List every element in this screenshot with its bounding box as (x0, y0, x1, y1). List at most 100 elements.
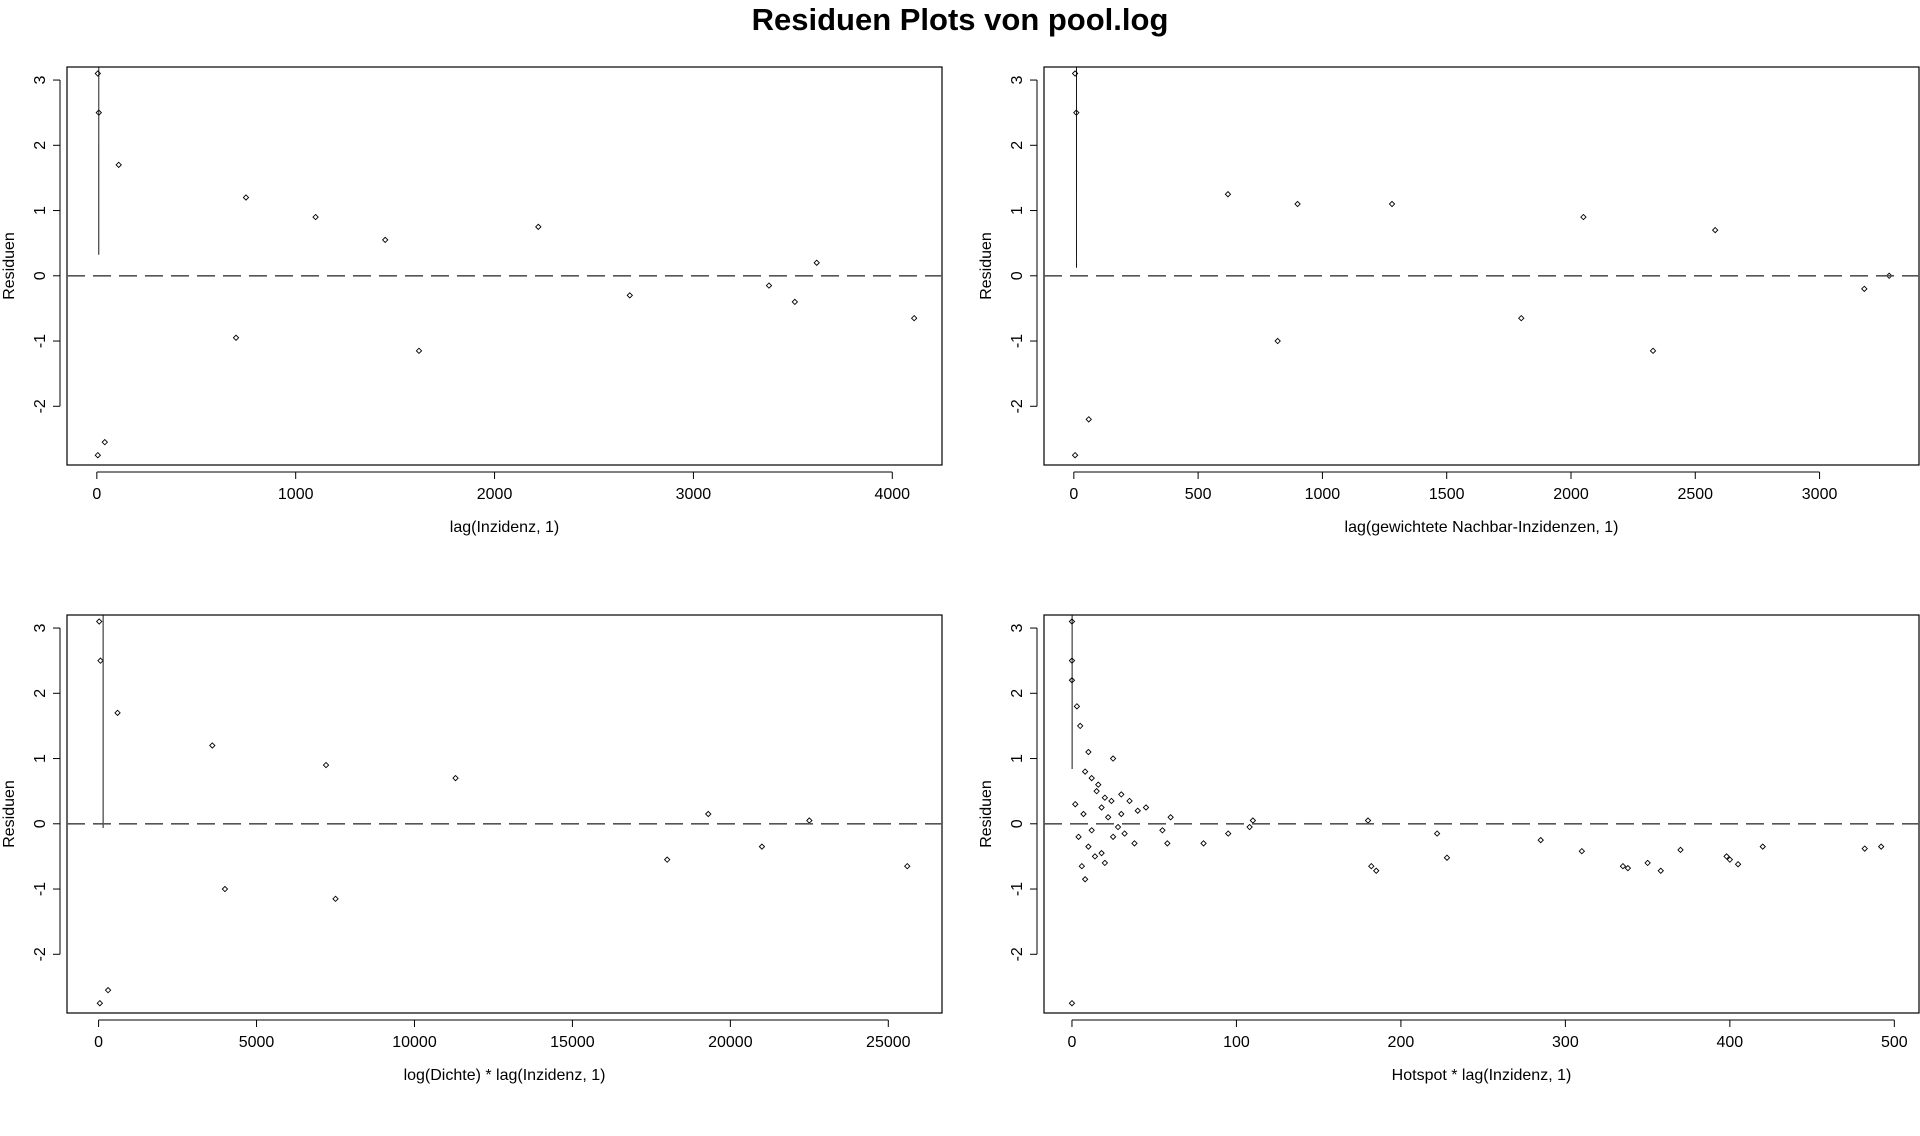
y-tick-label: 3 (1009, 76, 1026, 85)
y-axis: -2 -1 0 1 2 3 (1009, 76, 1037, 414)
data-points (97, 589, 910, 1006)
data-point (706, 811, 711, 816)
data-point (1678, 847, 1683, 852)
data-point (1879, 844, 1884, 849)
data-point (1713, 228, 1718, 233)
data-point (1092, 854, 1097, 859)
x-tick-label: 400 (1717, 1034, 1744, 1051)
y-tick-label: -1 (1009, 882, 1026, 896)
y-tick-label: 2 (32, 141, 49, 150)
data-point (416, 348, 421, 353)
data-point (95, 453, 100, 458)
y-tick-label: 2 (1009, 141, 1026, 150)
data-point (1160, 828, 1165, 833)
data-point (1096, 782, 1101, 787)
data-point (243, 195, 248, 200)
data-point (1862, 846, 1867, 851)
x-axis-label: log(Dichte) * lag(Inzidenz, 1) (404, 1067, 606, 1084)
x-tick-label: 300 (1552, 1034, 1579, 1051)
y-tick-label: -2 (32, 399, 49, 413)
data-point (1735, 862, 1740, 867)
y-axis-label: Residuen (978, 232, 995, 300)
data-point (1086, 844, 1091, 849)
data-point (1625, 866, 1630, 871)
x-tick-label: 1500 (1429, 486, 1465, 503)
data-point (333, 896, 338, 901)
data-point (536, 224, 541, 229)
y-tick-label: -2 (32, 947, 49, 961)
data-point (1250, 818, 1255, 823)
data-point (1086, 749, 1091, 754)
data-point (453, 776, 458, 781)
y-axis-label: Residuen (978, 780, 995, 848)
data-point (1089, 776, 1094, 781)
data-points (1069, 589, 1883, 1006)
x-tick-label: 100 (1223, 1034, 1250, 1051)
y-tick-label: 0 (1009, 271, 1026, 280)
data-point (1109, 798, 1114, 803)
x-tick-label: 20000 (708, 1034, 753, 1051)
data-point (1083, 877, 1088, 882)
y-tick-label: 1 (1009, 206, 1026, 215)
data-point (323, 762, 328, 767)
data-point (1434, 831, 1439, 836)
data-point (1579, 849, 1584, 854)
x-tick-label: 1000 (1305, 486, 1341, 503)
data-point (1081, 811, 1086, 816)
x-axis-label: Hotspot * lag(Inzidenz, 1) (1392, 1067, 1572, 1084)
data-point (97, 619, 102, 624)
data-point (1620, 864, 1625, 869)
y-tick-label: 3 (1009, 624, 1026, 633)
x-axis-label: lag(gewichtete Nachbar-Inzidenzen, 1) (1345, 519, 1619, 536)
y-tick-label: 0 (32, 271, 49, 280)
y-tick-label: -2 (1009, 947, 1026, 961)
data-point (1581, 214, 1586, 219)
data-point (1645, 860, 1650, 865)
y-tick-label: 1 (32, 206, 49, 215)
data-point (1247, 824, 1252, 829)
y-tick-label: -2 (1009, 399, 1026, 413)
data-point (1538, 837, 1543, 842)
y-tick-label: -1 (1009, 334, 1026, 348)
data-point (1650, 348, 1655, 353)
data-point (1102, 795, 1107, 800)
data-point (1444, 855, 1449, 860)
data-point (814, 260, 819, 265)
data-point (1658, 868, 1663, 873)
x-tick-label: 15000 (550, 1034, 595, 1051)
data-point (627, 293, 632, 298)
data-point (1110, 834, 1115, 839)
y-tick-label: 1 (1009, 754, 1026, 763)
x-tick-label: 0 (1069, 486, 1078, 503)
data-point (1073, 802, 1078, 807)
data-point (665, 857, 670, 862)
data-point (1127, 798, 1132, 803)
data-point (116, 162, 121, 167)
data-point (1122, 831, 1127, 836)
data-point (905, 864, 910, 869)
data-point (1295, 201, 1300, 206)
data-point (1132, 841, 1137, 846)
data-point (95, 71, 100, 76)
plot-frame (67, 67, 942, 465)
x-tick-label: 10000 (392, 1034, 437, 1051)
x-tick-label: 4000 (874, 486, 910, 503)
data-point (1119, 811, 1124, 816)
data-point (792, 299, 797, 304)
data-point (313, 214, 318, 219)
data-point (912, 316, 917, 321)
x-tick-label: 0 (92, 486, 101, 503)
data-point (1069, 1001, 1074, 1006)
y-tick-label: 3 (32, 624, 49, 633)
data-point (1226, 831, 1231, 836)
data-point (233, 335, 238, 340)
x-tick-label: 1000 (278, 486, 314, 503)
data-point (1072, 453, 1077, 458)
x-tick-label: 5000 (239, 1034, 275, 1051)
